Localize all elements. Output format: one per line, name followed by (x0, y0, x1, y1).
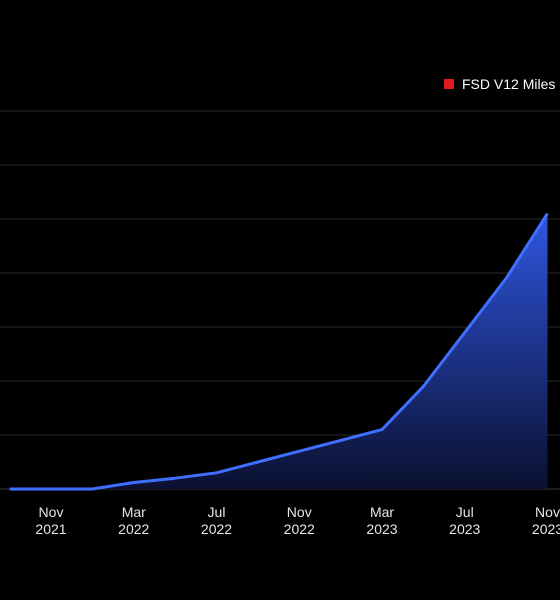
x-tick-year: 2022 (201, 521, 232, 537)
x-tick-label: Nov 2021 (35, 504, 66, 537)
legend-label: FSD V12 Miles (462, 76, 556, 92)
x-tick-month: Mar (122, 504, 146, 520)
grid-lines (0, 110, 560, 490)
x-tick-month: Nov (287, 504, 312, 520)
x-tick-year: 2021 (35, 521, 66, 537)
x-tick-year: 2023 (366, 521, 397, 537)
legend-swatch (444, 79, 454, 89)
x-tick-year: 2022 (118, 521, 149, 537)
x-tick-label: Nov 2023 (532, 504, 560, 537)
x-tick-label: Mar 2023 (366, 504, 397, 537)
series-line-layer (9, 212, 549, 491)
x-tick-month: Nov (535, 504, 560, 520)
x-tick-label: Mar 2022 (118, 504, 149, 537)
x-tick-month: Jul (208, 504, 226, 520)
x-tick-month: Jul (456, 504, 474, 520)
legend: FSD V12 Miles (444, 76, 555, 92)
x-tick-month: Mar (370, 504, 394, 520)
x-tick-label: Jul 2022 (201, 504, 232, 537)
x-tick-year: 2023 (449, 521, 480, 537)
x-tick-year: 2022 (284, 521, 315, 537)
x-tick-label: Nov 2022 (284, 504, 315, 537)
series-line (9, 212, 549, 491)
x-tick-month: Nov (39, 504, 64, 520)
x-tick-label: Jul 2023 (449, 504, 480, 537)
x-tick-year: 2023 (532, 521, 560, 537)
series-area-layer (9, 213, 548, 489)
series-area (9, 213, 548, 489)
